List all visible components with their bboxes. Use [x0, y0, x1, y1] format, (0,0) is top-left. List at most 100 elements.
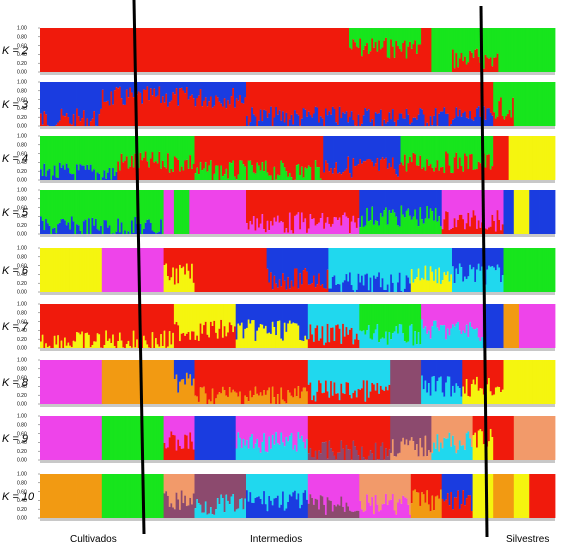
individual-bar-part	[254, 416, 257, 444]
individual-bar-part	[290, 114, 293, 126]
individual-bar-part	[452, 266, 455, 292]
individual-bar-part	[371, 206, 374, 234]
individual-bar-part	[108, 304, 111, 339]
individual-bar-part	[366, 330, 369, 348]
individual-bar-part	[350, 360, 353, 399]
individual-bar-part	[407, 416, 410, 446]
individual-bar-part	[450, 274, 453, 292]
individual-bar-part	[148, 304, 151, 348]
individual-bar-part	[300, 136, 304, 167]
individual-bar	[542, 28, 546, 72]
individual-bar-part	[379, 287, 383, 292]
individual-bar-part	[302, 387, 305, 404]
panel-label: K = 2	[2, 45, 28, 57]
individual-bar	[149, 474, 152, 518]
individual-bar-part	[232, 389, 235, 404]
individual-bar-part	[282, 474, 285, 492]
individual-bar-part	[153, 231, 156, 234]
individual-bar-part	[143, 304, 146, 336]
individual-bar-part	[192, 136, 195, 165]
individual-bar-part	[57, 304, 60, 336]
individual-bar-part	[398, 113, 401, 126]
panel-4: K = 50.000.200.400.600.801.00	[2, 188, 556, 238]
individual-bar-part	[244, 474, 247, 499]
individual-bar-part	[366, 136, 369, 160]
individual-bar-part	[249, 304, 252, 324]
individual-bar-part	[460, 214, 463, 234]
individual-bar-part	[167, 495, 170, 518]
individual-bar-part	[414, 82, 417, 118]
individual-bar-part	[402, 28, 405, 43]
individual-bar	[537, 28, 540, 72]
individual-bar-part	[415, 28, 419, 54]
individual-bar-part	[331, 416, 334, 452]
individual-bar-part	[458, 474, 461, 509]
individual-bar	[125, 474, 128, 518]
individual-bar-part	[316, 325, 319, 348]
individual-bar-part	[127, 231, 130, 234]
individual-bar-part	[252, 190, 255, 217]
individual-bar-part	[362, 360, 365, 381]
individual-bar-part	[397, 333, 400, 348]
individual-bar-part	[426, 304, 429, 334]
individual-bar	[529, 304, 532, 348]
individual-bar-part	[302, 248, 305, 271]
individual-bar-part	[67, 117, 70, 126]
individual-bar-part	[498, 360, 501, 388]
individual-bar-part	[244, 304, 247, 329]
individual-bar-part	[165, 474, 168, 492]
individual-bar-part	[431, 82, 434, 126]
individual-bar-part	[496, 386, 499, 404]
individual-bar	[230, 190, 233, 234]
individual-bar-part	[67, 190, 70, 223]
individual-bar	[209, 28, 213, 72]
individual-bar-part	[227, 332, 230, 348]
individual-bar-part	[189, 474, 192, 498]
individual-bar-part	[280, 474, 283, 505]
individual-bar-part	[307, 360, 310, 385]
individual-bar-part	[403, 416, 407, 445]
individual-bar-part	[436, 283, 439, 292]
individual-bar-part	[264, 360, 267, 395]
individual-bar-part	[469, 136, 472, 155]
individual-bar-part	[213, 173, 216, 180]
individual-bar	[223, 248, 226, 292]
individual-bar-part	[427, 165, 431, 180]
individual-bar	[536, 82, 539, 126]
individual-bar-part	[388, 500, 391, 518]
individual-bar-part	[395, 28, 398, 41]
individual-bar	[491, 474, 494, 518]
individual-bar	[98, 474, 101, 518]
individual-bar-part	[290, 395, 293, 404]
individual-bar-part	[391, 209, 395, 234]
individual-bar-part	[62, 304, 65, 348]
individual-bar	[501, 136, 504, 180]
individual-bar	[517, 416, 520, 460]
individual-bar	[398, 360, 401, 404]
individual-bar	[347, 28, 350, 72]
individual-bar-part	[170, 100, 173, 126]
individual-bar-part	[400, 113, 403, 126]
individual-bar-part	[299, 339, 302, 348]
individual-bar	[82, 28, 86, 72]
individual-bar-part	[367, 455, 370, 460]
y-tick-label: 1.00	[17, 302, 27, 308]
individual-bar-part	[469, 248, 472, 265]
individual-bar	[532, 360, 535, 404]
individual-bar-part	[244, 445, 247, 460]
individual-bar-part	[182, 304, 185, 333]
individual-bar-part	[172, 92, 175, 126]
individual-bar	[151, 248, 154, 292]
individual-bar-part	[225, 108, 228, 126]
individual-bar-part	[402, 304, 405, 334]
individual-bar-part	[378, 190, 381, 226]
individual-bar-part	[464, 111, 467, 126]
individual-bar-part	[302, 222, 305, 234]
individual-bar-part	[400, 474, 403, 504]
individual-bar	[197, 248, 201, 292]
individual-bar	[415, 360, 419, 404]
individual-bar-part	[448, 190, 451, 231]
individual-bar-part	[144, 136, 147, 152]
individual-bar-part	[455, 136, 458, 153]
individual-bar-part	[101, 82, 104, 90]
